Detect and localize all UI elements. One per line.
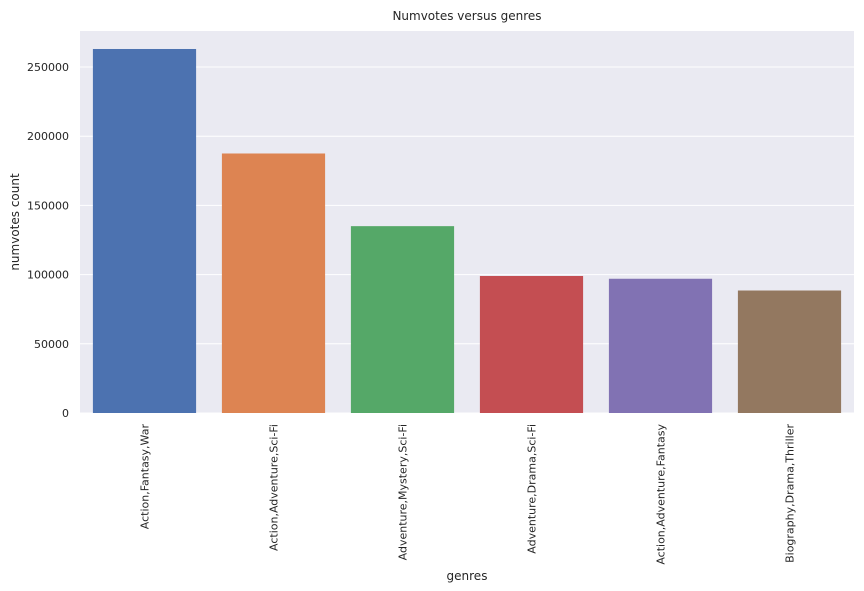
y-tick-label: 0 <box>62 407 69 420</box>
chart-title: Numvotes versus genres <box>392 9 541 23</box>
y-tick-label: 100000 <box>27 269 69 282</box>
y-tick-labels: 0 50000 100000 150000 200000 250000 <box>27 61 69 420</box>
y-tick-label: 50000 <box>34 338 69 351</box>
x-tick-label: Adventure,Mystery,Sci-Fi <box>397 424 410 560</box>
bar <box>737 290 842 413</box>
y-tick-label: 150000 <box>27 199 69 212</box>
bar <box>608 278 713 413</box>
bar <box>92 48 197 414</box>
x-tick-label: Action,Fantasy,War <box>139 424 152 530</box>
y-tick-label: 250000 <box>27 61 69 74</box>
x-tick-label: Adventure,Drama,Sci-Fi <box>526 424 539 554</box>
x-axis-label: genres <box>447 569 488 583</box>
bar <box>479 275 584 413</box>
y-tick-label: 200000 <box>27 130 69 143</box>
grid-lines <box>80 66 854 414</box>
x-tick-label: Biography,Drama,Thriller <box>784 424 797 563</box>
bar <box>221 153 326 413</box>
y-axis-label: numvotes count <box>8 173 22 271</box>
bars <box>92 48 842 414</box>
plot-background <box>80 31 854 413</box>
x-tick-label: Action,Adventure,Sci-Fi <box>268 424 281 551</box>
x-tick-labels: Action,Fantasy,War Action,Adventure,Sci-F… <box>139 424 797 565</box>
bar <box>350 226 455 413</box>
x-tick-label: Action,Adventure,Fantasy <box>655 424 668 565</box>
